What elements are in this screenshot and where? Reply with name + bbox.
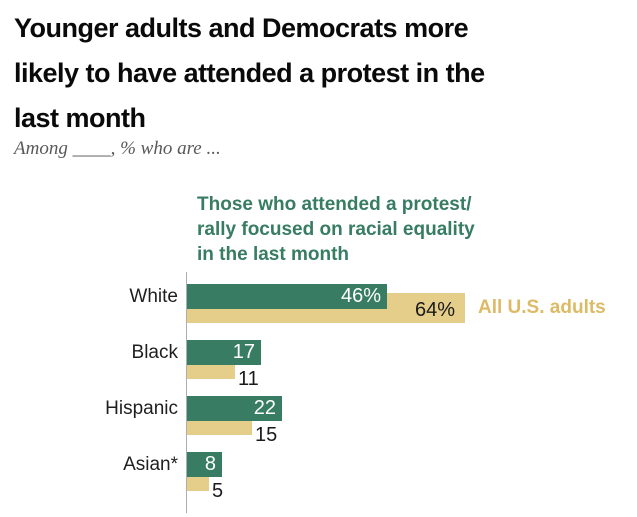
- category-label: White: [129, 286, 178, 307]
- bar-protest-attendees: 22: [187, 396, 282, 421]
- bar-protest-attendees: 8: [187, 452, 222, 477]
- y-axis-line: [186, 272, 187, 513]
- bar-protest-attendees: 46%: [187, 284, 387, 309]
- chart-subtitle: Among ____, % who are ...: [14, 138, 221, 159]
- value-label-all-adults: 5: [212, 480, 224, 502]
- value-label-all-adults: 64%: [414, 299, 455, 321]
- value-label-protest: 8: [204, 453, 216, 475]
- category-label: Asian*: [123, 454, 178, 475]
- bar-protest-attendees: 17: [187, 340, 261, 365]
- value-label-all-adults: 11: [238, 368, 259, 390]
- category-label: Hispanic: [105, 398, 178, 419]
- value-label-protest: 17: [232, 341, 255, 363]
- value-label-protest: 22: [253, 397, 276, 419]
- value-label-all-adults: 15: [255, 424, 278, 446]
- legend-all-us-adults: All U.S. adults: [478, 297, 606, 318]
- legend-protest-series: Those who attended a protest/ rally focu…: [197, 194, 475, 265]
- value-label-protest: 46%: [340, 285, 381, 307]
- chart-title: Younger adults and Democrats more likely…: [14, 13, 485, 133]
- category-label: Black: [131, 342, 178, 363]
- plot-area: White 46% 64% All U.S. adults Black 17 11 Hispa…: [0, 272, 637, 517]
